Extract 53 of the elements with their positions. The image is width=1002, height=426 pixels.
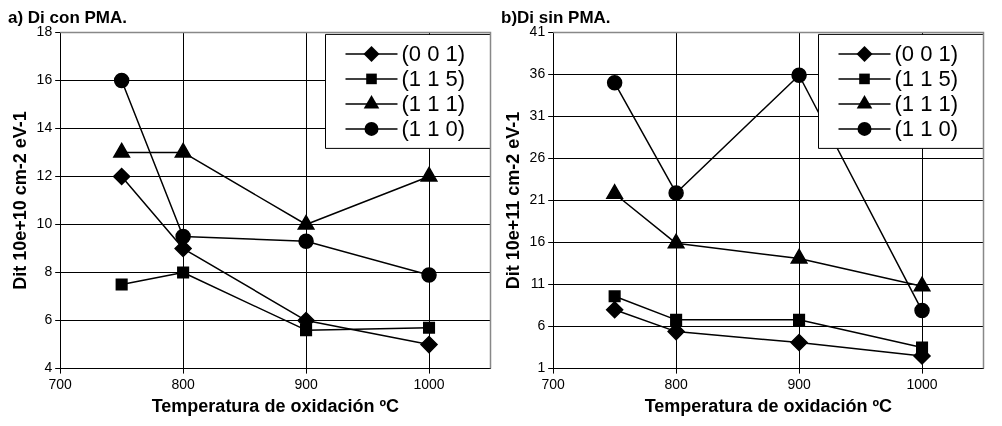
point: [791, 67, 807, 84]
legend-label: (1 1 0): [401, 115, 466, 141]
y-tick-label: 26: [529, 149, 546, 166]
point: [113, 72, 130, 89]
x-tick-label: 1000: [413, 375, 445, 392]
point: [793, 313, 806, 326]
y-tick-label: 4: [44, 359, 53, 376]
point: [112, 167, 131, 186]
point: [606, 75, 623, 91]
legend-label: (0 0 1): [401, 40, 466, 66]
y-axis-title: Dit 10e+11 cm-2 eV-1: [502, 111, 523, 290]
point: [790, 333, 808, 352]
y-axis-title: Dit 10e+10 cm-2 eV-1: [9, 111, 30, 290]
y-tick-label: 21: [529, 191, 546, 208]
point: [606, 184, 624, 200]
point: [668, 185, 684, 201]
x-tick-label: 700: [48, 375, 73, 392]
x-axis-title: Temperatura de oxidación ºC: [151, 396, 399, 417]
point: [420, 335, 438, 354]
point: [421, 267, 437, 283]
point: [177, 266, 190, 279]
y-tick-label: 16: [529, 233, 546, 250]
y-tick-label: 10: [36, 215, 53, 232]
legend-label: (1 1 1): [894, 90, 959, 116]
point: [422, 321, 436, 334]
point: [914, 302, 930, 319]
x-tick-label: 1000: [906, 375, 938, 392]
y-tick-label: 14: [36, 119, 53, 136]
legend-label: (0 0 1): [894, 40, 959, 66]
legend-label: (1 1 5): [401, 65, 466, 91]
y-tick-label: 11: [530, 275, 546, 292]
y-tick-label: 6: [537, 317, 546, 334]
y-tick-label: 12: [36, 167, 53, 184]
y-tick-label: 36: [529, 65, 546, 82]
point: [608, 290, 621, 303]
x-tick-label: 800: [664, 375, 689, 392]
point: [115, 278, 128, 291]
legend-label: (1 1 1): [401, 90, 466, 116]
y-tick-label: 1: [537, 359, 546, 376]
legend-label: (1 1 0): [894, 115, 959, 141]
legend-label: (1 1 5): [894, 65, 959, 91]
point: [298, 233, 314, 250]
point: [605, 301, 624, 319]
x-axis-title: Temperatura de oxidación ºC: [644, 396, 892, 417]
y-tick-label: 8: [44, 263, 53, 280]
x-tick-label: 900: [294, 375, 318, 392]
x-tick-label: 700: [541, 375, 566, 392]
y-tick-label: 6: [44, 311, 53, 328]
x-tick-label: 900: [787, 375, 811, 392]
y-tick-label: 16: [36, 71, 53, 88]
x-tick-label: 800: [171, 375, 196, 392]
point: [670, 313, 683, 326]
y-tick-label: 31: [529, 107, 546, 124]
